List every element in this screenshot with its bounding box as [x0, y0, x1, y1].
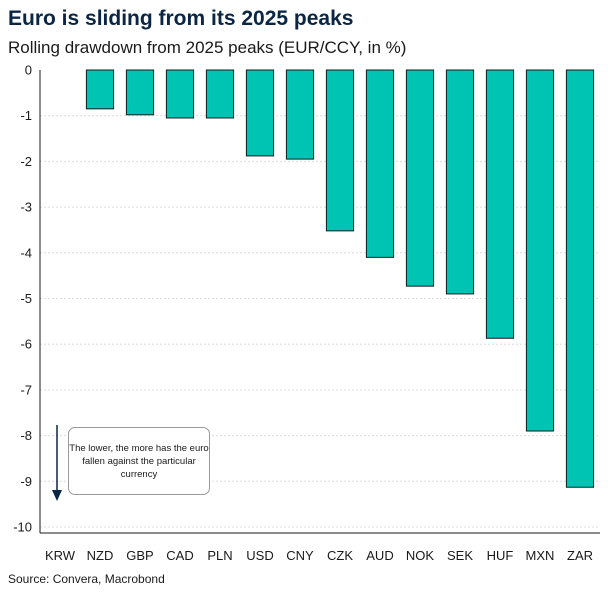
y-tick-label: -7: [20, 382, 32, 397]
bars: [85, 69, 595, 488]
y-tick-label: -5: [20, 291, 32, 306]
bar-gbp: [125, 69, 155, 116]
bar-nok: [405, 69, 435, 287]
annotation-box: The lower, the more has the euro fallen …: [68, 427, 210, 495]
bar-huf: [485, 69, 515, 339]
y-tick-label: -10: [13, 520, 32, 535]
x-tick-label: ZAR: [567, 548, 593, 563]
bar-czk: [325, 69, 355, 232]
source-note: Source: Convera, Macrobond: [8, 572, 165, 586]
bar-mxn: [525, 69, 555, 432]
bar-zar: [565, 69, 595, 488]
x-tick-label: HUF: [487, 548, 514, 563]
x-tick-label: NOK: [406, 548, 435, 563]
x-tick-label: PLN: [207, 548, 232, 563]
bar-sek: [445, 69, 475, 295]
chart-subtitle: Rolling drawdown from 2025 peaks (EUR/CC…: [8, 38, 407, 57]
bar-cny: [285, 69, 315, 160]
x-tick-label: AUD: [366, 548, 393, 563]
x-tick-label: CNY: [286, 548, 314, 563]
axes: [39, 70, 600, 534]
x-tick-label: SEK: [447, 548, 473, 563]
y-tick-label: -6: [20, 337, 32, 352]
y-tick-labels: 0 -1 -2 -3 -4 -5 -6 -7 -8 -9 -10: [13, 63, 32, 535]
y-tick-label: -2: [20, 154, 32, 169]
y-tick-label: -4: [20, 245, 32, 260]
bar-aud: [365, 69, 395, 258]
bar-usd: [245, 69, 275, 157]
x-tick-label: MXN: [526, 548, 555, 563]
x-tick-label: GBP: [126, 548, 153, 563]
chart-title: Euro is sliding from its 2025 peaks: [8, 7, 354, 30]
x-tick-labels: KRW NZD GBP CAD PLN USD CNY CZK AUD NOK SEK HUF MXN Z…: [45, 548, 593, 563]
y-tick-label: -3: [20, 200, 32, 215]
x-tick-label: KRW: [45, 548, 76, 563]
y-tick-label: -1: [20, 108, 32, 123]
y-tick-label: 0: [25, 63, 32, 78]
x-tick-label: USD: [246, 548, 273, 563]
x-tick-label: CAD: [166, 548, 193, 563]
y-tick-label: -8: [20, 428, 32, 443]
bar-cad: [165, 69, 195, 119]
x-tick-label: CZK: [327, 548, 353, 563]
bar-nzd: [85, 69, 115, 110]
bar-pln: [205, 69, 235, 119]
x-tick-label: NZD: [87, 548, 114, 563]
y-tick-label: -9: [20, 474, 32, 489]
down-arrow-icon: [52, 425, 62, 501]
